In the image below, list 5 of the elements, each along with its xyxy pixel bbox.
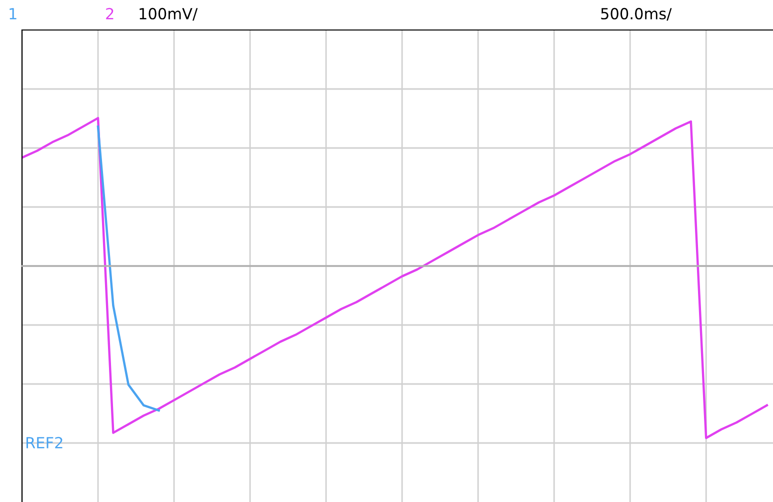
text: 100mV/ <box>140 8 198 21</box>
text: 1 <box>10 8 16 20</box>
annotation: REF2 <box>26 436 62 448</box>
text: 2 <box>106 8 114 20</box>
text: 500.0ms/ <box>601 8 672 21</box>
